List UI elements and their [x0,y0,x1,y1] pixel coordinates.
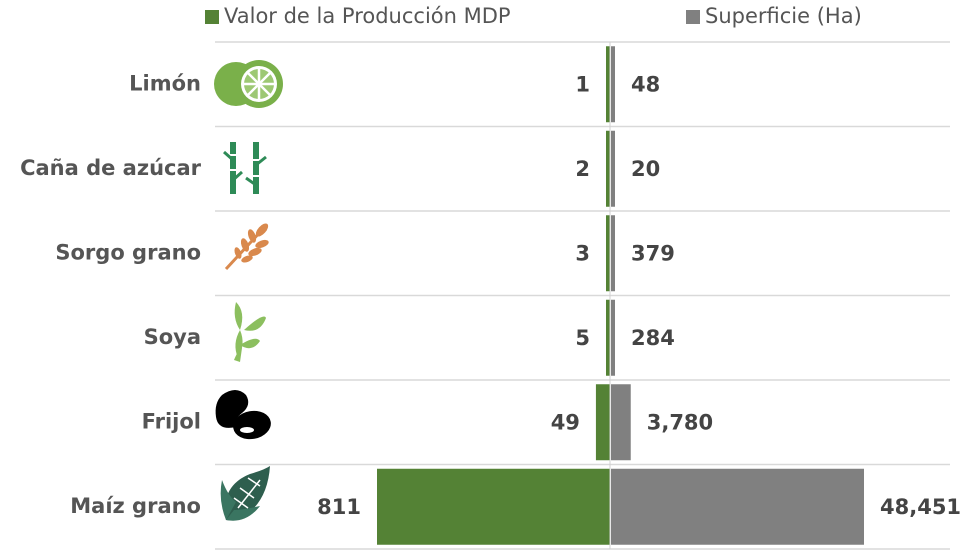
value-label: 48 [631,72,660,96]
bar [606,46,610,123]
category-label: Sorgo grano [55,240,201,264]
category-label: Soya [144,325,201,349]
bar [611,130,615,207]
icons [214,60,283,521]
legend-swatch [205,10,219,24]
bar [611,215,615,292]
category-label: Caña de azúcar [20,156,202,180]
legend-label: Valor de la Producción MDP [224,4,511,28]
icon-lime [214,60,283,108]
category-label: Limón [129,71,201,95]
bar [611,299,615,376]
value-label: 48,451 [880,495,961,519]
legend-label: Superficie (Ha) [705,4,862,28]
bar [595,384,610,461]
icon-corn [220,466,270,521]
value-label: 5 [575,326,590,350]
value-label: 20 [631,157,660,181]
icon-beans [215,390,271,440]
value-label: 2 [575,157,590,181]
category-label: Frijol [142,409,201,433]
legend-swatch [686,10,700,24]
value-label: 3,780 [647,410,713,434]
icon-cane [223,142,267,194]
icon-soy [234,302,266,362]
bar [611,468,864,545]
bar [377,468,610,545]
bar [611,46,615,123]
value-label: 3 [575,241,590,265]
bar [606,130,610,207]
value-label: 284 [631,326,675,350]
bar [611,384,631,461]
value-label: 811 [317,495,361,519]
bar [606,299,610,376]
value-label: 1 [575,72,590,96]
bar [606,215,610,292]
category-label: Maíz grano [70,494,201,518]
value-label: 49 [551,410,580,434]
icon-sorghum [224,223,269,271]
value-label: 379 [631,241,675,265]
